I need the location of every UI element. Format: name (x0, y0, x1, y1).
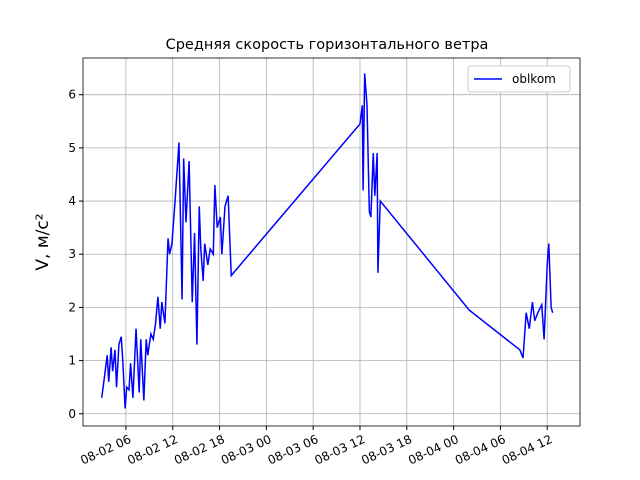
plot-frame (82, 57, 581, 427)
y-axis-label: V, м/с² (33, 213, 53, 270)
legend-label: oblkom (512, 72, 556, 86)
y-tick-label: 6 (68, 88, 76, 102)
chart-title: Средняя скорость горизонтального ветра (166, 37, 489, 53)
y-tick-label: 1 (68, 354, 76, 368)
data-line (100, 73, 554, 409)
y-tick-label: 0 (68, 407, 76, 421)
y-tick-label: 2 (68, 300, 76, 314)
y-tick-label: 4 (68, 194, 76, 208)
y-tick-label: 5 (68, 141, 76, 155)
y-tick-label: 3 (68, 247, 76, 261)
legend-box (467, 65, 571, 93)
